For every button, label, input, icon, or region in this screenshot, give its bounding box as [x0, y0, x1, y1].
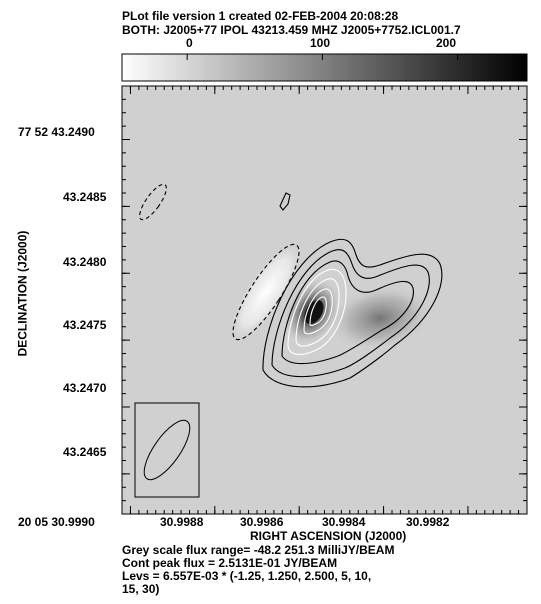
jet-blob — [328, 285, 432, 351]
negative-contour — [139, 183, 167, 221]
contours — [139, 183, 443, 388]
y-tick-label: 43.2470 — [63, 381, 107, 395]
peak-flux: Cont peak flux = 2.5131E-01 JY/BEAM — [122, 556, 338, 570]
positive-contour — [262, 238, 443, 388]
x-tick-label: 30.9982 — [406, 515, 450, 529]
beam-box — [134, 402, 200, 498]
y-tick-label: 77 52 43.2490 — [18, 125, 95, 139]
y-tick-label: 43.2480 — [63, 255, 107, 269]
colorbar-tick-label: 200 — [436, 36, 457, 50]
y-tick-label: 43.2475 — [63, 318, 107, 332]
negative-contour — [232, 243, 300, 341]
grey-scale-image — [232, 245, 432, 351]
x-axis-label: RIGHT ASCENSION (J2000) — [250, 529, 407, 543]
grey-scale-range: Grey scale flux range= -48.2 251.3 Milli… — [122, 543, 395, 557]
positive-contour — [279, 192, 291, 211]
contour-levels-cont: 15, 30) — [122, 582, 160, 596]
plot-file-header: PLot file version 1 created 02-FEB-2004 … — [122, 9, 399, 23]
negative-trough-blob — [232, 245, 300, 339]
positive-contour — [295, 278, 340, 347]
axis-ticks — [122, 86, 528, 514]
positive-contour — [281, 260, 414, 365]
source-header: BOTH: J2005+77 IPOL 43213.459 MHZ J2005+… — [122, 23, 461, 37]
positive-contour — [287, 268, 347, 356]
beam-ellipse — [143, 419, 191, 481]
colorbar — [121, 53, 528, 82]
colorbar-tick-label: 0 — [186, 36, 193, 50]
contour-levels: Levs = 6.557E-03 * (-1.25, 1.250, 2.500,… — [122, 569, 372, 583]
positive-contour — [309, 296, 327, 327]
colorbar-ticks — [186, 54, 459, 60]
y-tick-label: 43.2485 — [63, 190, 107, 204]
x-tick-label: 30.9984 — [322, 515, 366, 529]
positive-contour — [303, 288, 333, 335]
positive-contour — [271, 249, 430, 378]
y-tick-label: 43.2465 — [63, 445, 107, 459]
x-tick-label: 30.9988 — [160, 515, 204, 529]
colorbar-tick-label: 100 — [310, 36, 331, 50]
x-tick-label: 20 05 30.9990 — [18, 515, 95, 529]
x-tick-label: 30.9986 — [240, 515, 284, 529]
